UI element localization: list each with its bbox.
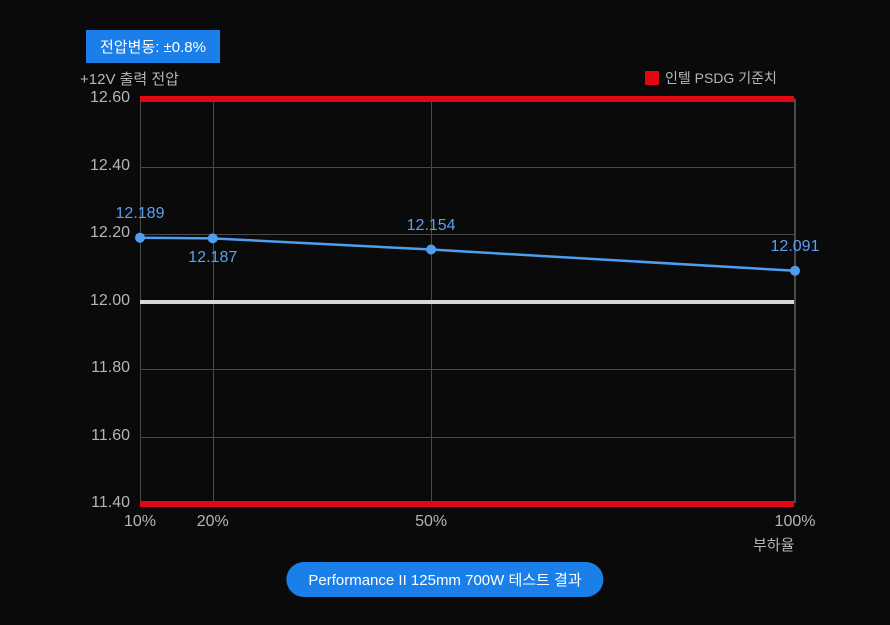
y-tick-label: 12.60 bbox=[80, 89, 130, 107]
voltage-variation-badge: 전압변동: ±0.8% bbox=[86, 30, 220, 63]
x-axis-title: 부하율 bbox=[753, 534, 794, 555]
chart-plot-area bbox=[140, 98, 795, 503]
y-tick-label: 11.40 bbox=[80, 494, 130, 512]
legend: 인텔 PSDG 기준치 bbox=[645, 68, 777, 88]
x-tick-label: 10% bbox=[124, 513, 156, 531]
data-point bbox=[135, 233, 145, 243]
data-point-label: 12.154 bbox=[407, 217, 456, 235]
y-tick-label: 12.00 bbox=[80, 292, 130, 310]
badge-bottom-text: Performance II 125mm 700W 테스트 결과 bbox=[308, 572, 581, 589]
data-series bbox=[140, 99, 795, 504]
badge-text: 전압변동: ±0.8% bbox=[100, 39, 206, 56]
y-tick-label: 12.20 bbox=[80, 224, 130, 242]
y-tick-label: 11.80 bbox=[80, 359, 130, 377]
data-point-label: 12.187 bbox=[188, 249, 237, 267]
data-point-label: 12.091 bbox=[771, 238, 820, 256]
data-point bbox=[790, 266, 800, 276]
x-tick-label: 50% bbox=[415, 513, 447, 531]
legend-text: 인텔 PSDG 기준치 bbox=[665, 68, 777, 88]
data-point bbox=[426, 245, 436, 255]
test-result-badge: Performance II 125mm 700W 테스트 결과 bbox=[286, 562, 603, 597]
y-axis-title: +12V 출력 전압 bbox=[80, 68, 179, 89]
x-tick-label: 20% bbox=[197, 513, 229, 531]
y-tick-label: 11.60 bbox=[80, 427, 130, 445]
gridline-vertical bbox=[795, 99, 796, 503]
data-point-label: 12.189 bbox=[116, 205, 165, 223]
data-point bbox=[208, 233, 218, 243]
y-tick-label: 12.40 bbox=[80, 157, 130, 175]
x-tick-label: 100% bbox=[775, 513, 816, 531]
legend-color-box bbox=[645, 71, 659, 85]
